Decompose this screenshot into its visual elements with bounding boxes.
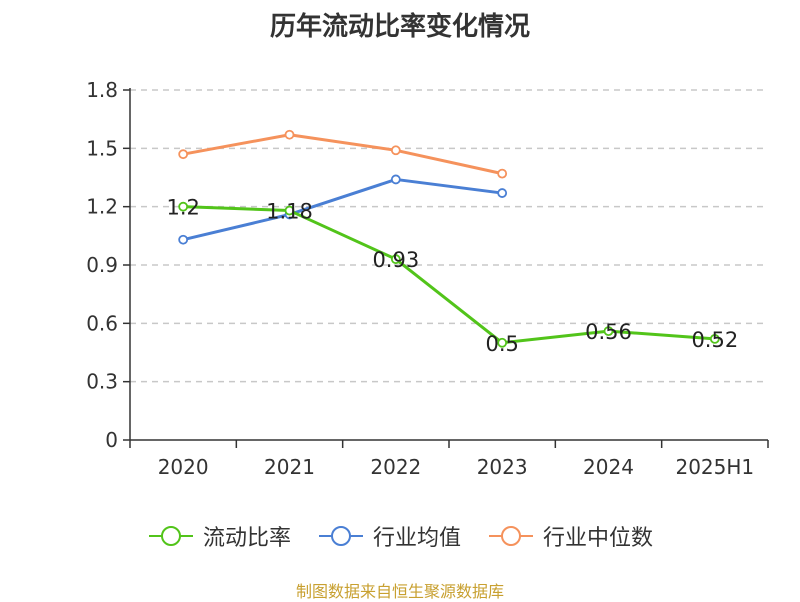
y-tick-label: 1.8 <box>86 78 118 102</box>
data-label: 0.93 <box>372 248 419 272</box>
data-point <box>178 149 189 160</box>
legend-label: 行业中位数 <box>543 526 654 551</box>
y-tick-label: 0.6 <box>86 311 118 335</box>
data-point <box>178 201 189 212</box>
data-label: 0.56 <box>585 320 632 344</box>
series-line <box>182 133 503 176</box>
legend-marker <box>489 526 533 546</box>
legend-marker <box>148 526 193 546</box>
legend-entry: 流动比率 <box>147 520 291 552</box>
data-label: 0.5 <box>485 332 518 356</box>
x-tick-label: 2020 <box>158 455 209 479</box>
y-tick-label: 0.9 <box>86 253 118 277</box>
data-point <box>390 145 401 156</box>
series-line <box>182 177 503 242</box>
data-point <box>284 205 295 216</box>
data-point <box>178 234 189 245</box>
legend-marker <box>318 526 363 546</box>
legend-label: 流动比率 <box>202 526 291 551</box>
data-point <box>603 326 614 337</box>
y-tick-label: 1.5 <box>86 136 118 160</box>
x-tick-label: 2023 <box>477 455 528 479</box>
data-point <box>497 337 508 348</box>
data-point <box>497 188 508 198</box>
data-label: 1.2 <box>166 196 199 220</box>
data-point <box>284 129 295 140</box>
data-point <box>390 174 401 185</box>
x-tick-label: 2024 <box>583 455 634 479</box>
data-label: 1.18 <box>266 200 313 224</box>
data-point <box>390 254 401 265</box>
legend-label: 行业均值 <box>372 526 461 551</box>
series-line <box>183 205 715 345</box>
legend: 流动比率 行业均值 行业中位数 <box>0 520 800 552</box>
y-tick-label: 1.2 <box>86 195 118 219</box>
legend-entry: 行业中位数 <box>487 520 653 552</box>
data-point <box>709 333 720 344</box>
legend-entry: 行业均值 <box>317 520 461 552</box>
data-source: 制图数据来自恒生聚源数据库 <box>295 582 504 601</box>
x-tick-label: 2022 <box>370 455 421 479</box>
data-point <box>497 168 508 179</box>
chart-title: 历年流动比率变化情况 <box>269 12 530 42</box>
y-tick-label: 0 <box>105 428 118 452</box>
y-tick-label: 0.3 <box>86 370 118 394</box>
x-tick-label: 2025H1 <box>675 455 754 479</box>
x-tick-label: 2021 <box>264 455 315 479</box>
data-label: 0.52 <box>691 328 738 352</box>
